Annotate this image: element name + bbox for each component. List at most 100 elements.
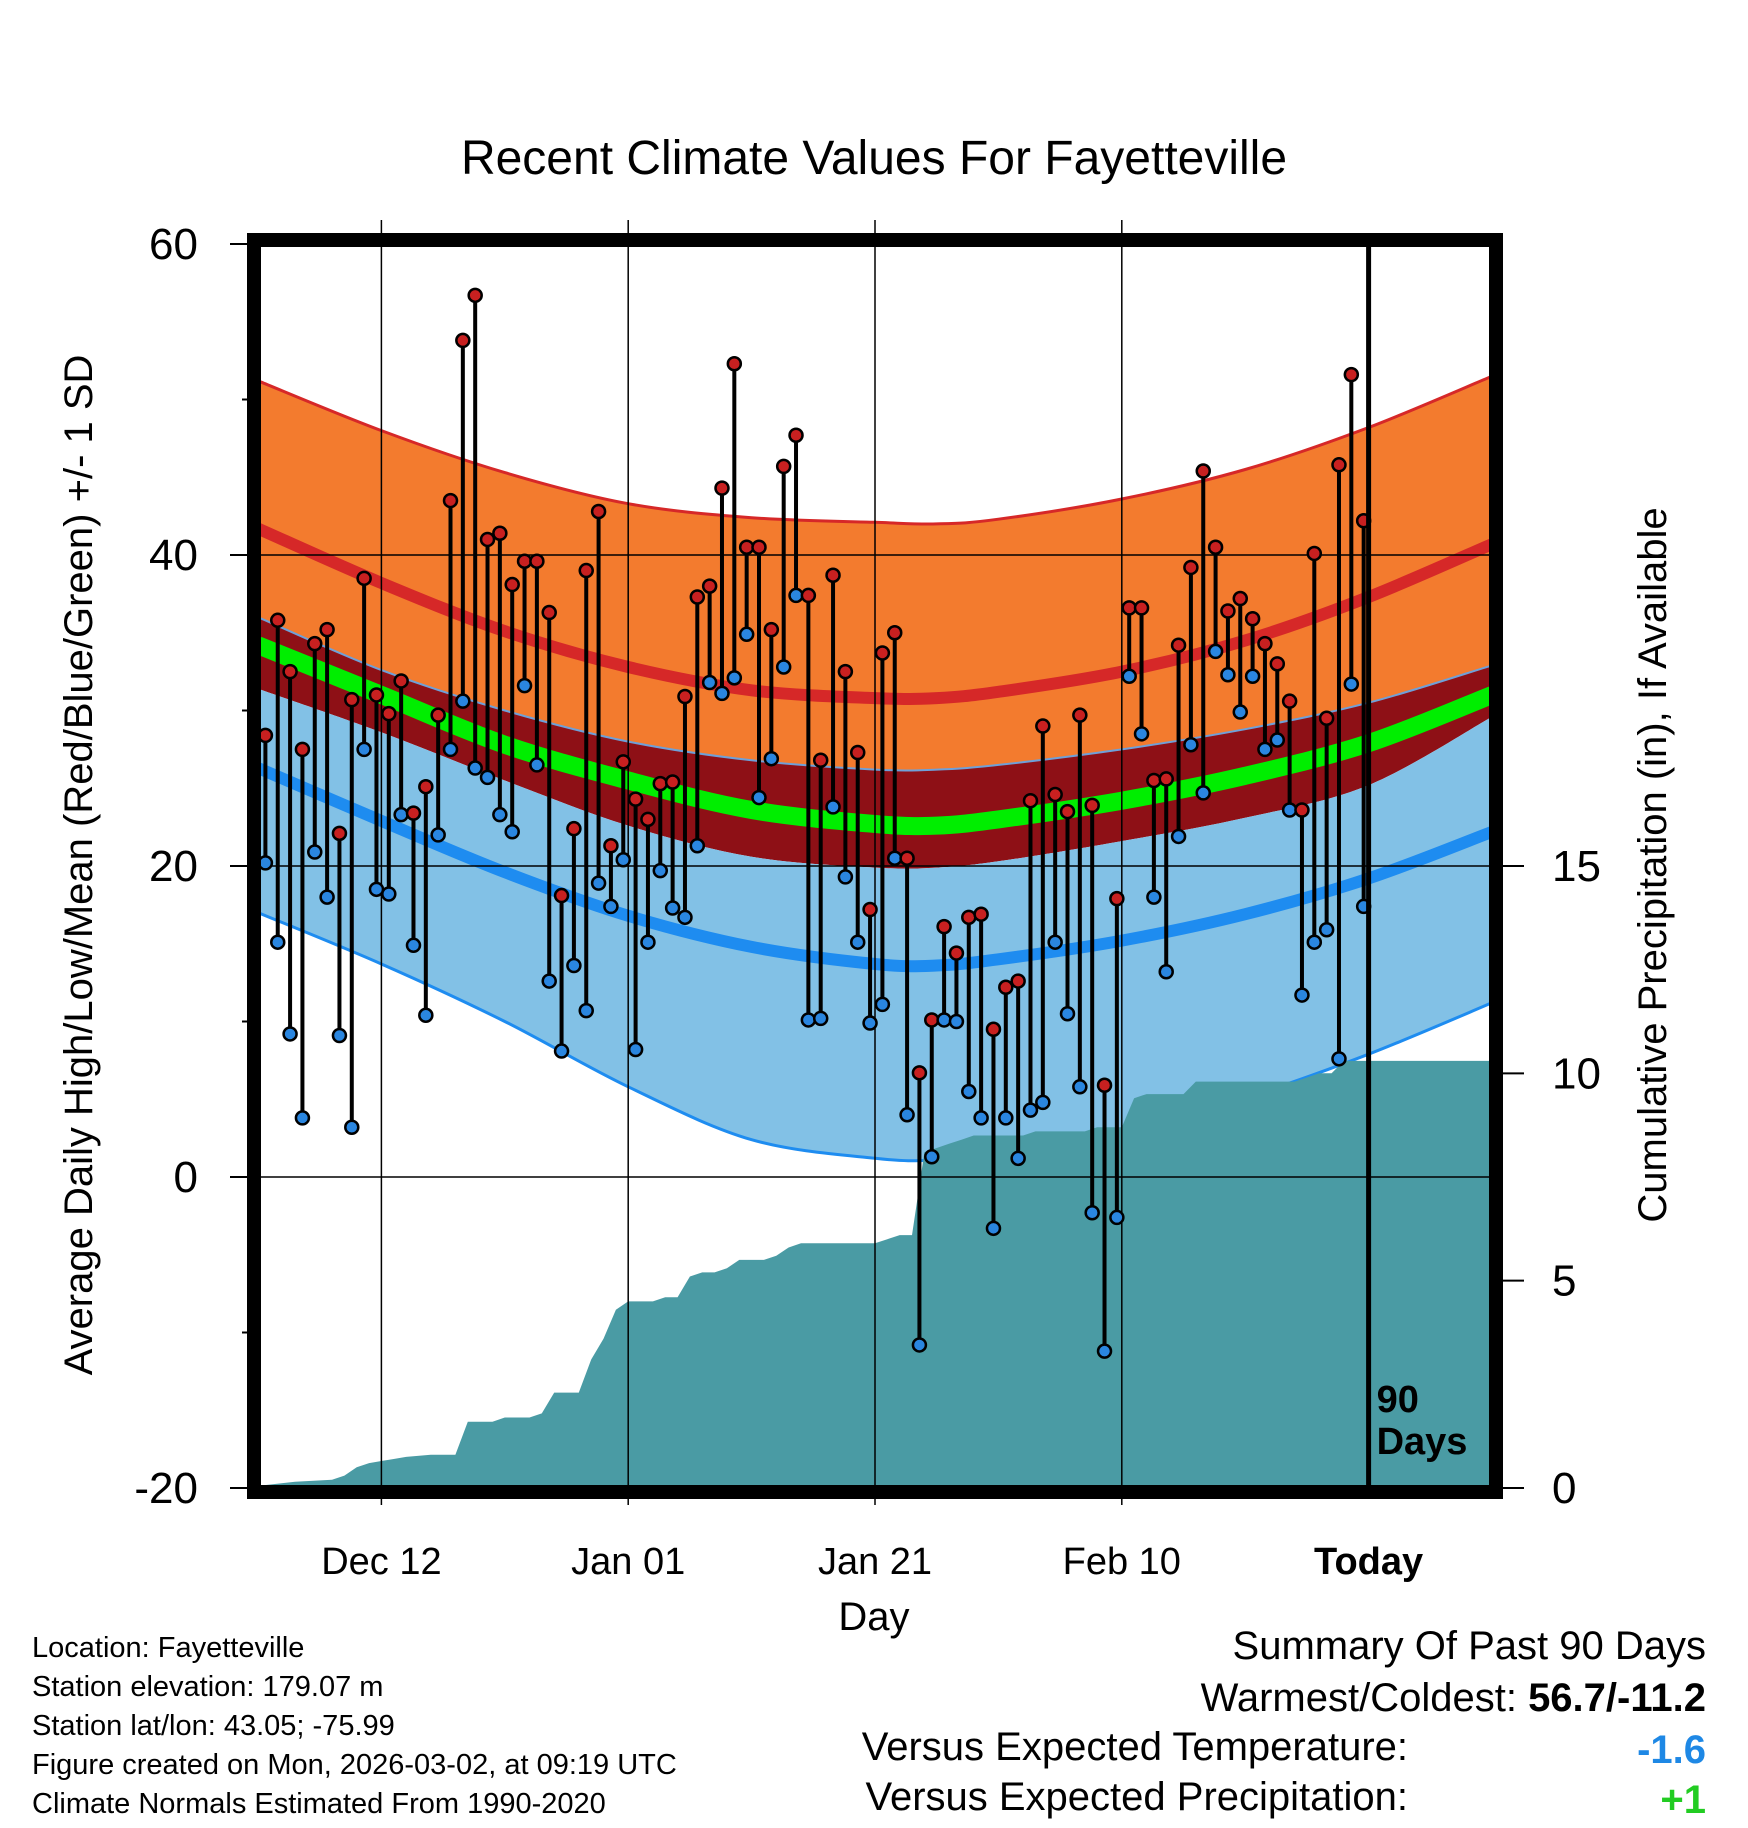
- daily-high-point: [269, 612, 286, 629]
- daily-high-point: [1244, 611, 1261, 627]
- y2-tick-label: 5: [1552, 1257, 1576, 1306]
- daily-low-point: [541, 973, 557, 989]
- y-tick-label: 60: [149, 220, 198, 269]
- daily-high-point: [1035, 718, 1051, 734]
- daily-low-point: [961, 1083, 977, 1100]
- daily-high-point: [1170, 637, 1187, 653]
- daily-low-point: [800, 1012, 817, 1028]
- daily-low-point: [812, 1010, 829, 1027]
- daily-low-point: [1158, 963, 1174, 980]
- daily-high-point: [578, 562, 594, 579]
- daily-low-point: [788, 587, 804, 604]
- daily-low-point: [998, 1110, 1014, 1126]
- plot-frame: [247, 233, 1503, 1499]
- daily-low-point: [874, 996, 891, 1013]
- daily-high-point: [738, 539, 755, 555]
- daily-low-point: [689, 838, 706, 854]
- daily-high-point: [1220, 603, 1236, 619]
- daily-low-point: [1269, 732, 1286, 748]
- daily-low-point: [640, 934, 656, 950]
- daily-high-point: [948, 945, 965, 961]
- daily-high-point: [430, 707, 446, 723]
- high-minus-sd-band: [258, 617, 1492, 869]
- summary-warmest-label: Warmest/Coldest:: [1200, 1676, 1529, 1720]
- daily-low-point: [726, 670, 743, 686]
- daily-low-point: [652, 862, 669, 879]
- y-tick-label: 0: [174, 1153, 198, 1202]
- daily-high-point: [381, 705, 397, 722]
- daily-high-point: [640, 811, 656, 828]
- daily-high-point: [1084, 797, 1100, 814]
- daily-high-point: [1306, 545, 1323, 562]
- daily-low-point: [825, 799, 841, 815]
- daily-low-point: [677, 909, 693, 926]
- daily-high-point: [1059, 803, 1076, 820]
- daily-low-point: [751, 789, 767, 806]
- daily-low-point: [553, 1043, 570, 1059]
- daily-high-point: [825, 567, 841, 583]
- info-location: Location: Fayetteville: [32, 1632, 305, 1664]
- info-latlon: Station lat/lon: 43.05; -75.99: [32, 1710, 395, 1742]
- daily-low-point: [738, 626, 755, 643]
- daily-high-point: [1158, 771, 1174, 787]
- daily-low-point: [849, 934, 866, 950]
- x-tick-label: Dec 12: [321, 1541, 441, 1583]
- daily-high-point: [677, 688, 693, 705]
- daily-low-point: [1195, 785, 1211, 801]
- daily-low-point: [331, 1027, 348, 1044]
- daily-low-point: [862, 1015, 878, 1031]
- daily-high-point: [331, 825, 348, 842]
- daily-high-point: [812, 752, 829, 769]
- daily-low-point: [319, 889, 335, 905]
- daily-low-point: [405, 937, 422, 954]
- daily-high-point: [529, 553, 545, 569]
- y2-axis-label: Cumulative Precipitation (in), If Availa…: [1631, 507, 1675, 1222]
- summary-precip-label: Versus Expected Precipitation:: [865, 1775, 1408, 1819]
- today-days-label: Days: [1377, 1421, 1468, 1463]
- daily-high-point: [800, 587, 817, 604]
- daily-high-point: [701, 578, 718, 594]
- x-tick-label: Jan 01: [571, 1541, 685, 1583]
- daily-low-point: [1035, 1094, 1051, 1111]
- daily-low-point: [886, 850, 903, 866]
- daily-low-point: [837, 869, 854, 885]
- daily-low-point: [775, 659, 792, 675]
- daily-low-point: [1170, 828, 1187, 845]
- daily-low-point: [590, 875, 607, 891]
- daily-low-point: [269, 934, 286, 950]
- summary-warmest-coldest: Warmest/Coldest: 56.7/-11.2: [1201, 1678, 1706, 1718]
- daily-high-point: [1109, 890, 1125, 907]
- daily-low-point: [430, 827, 446, 843]
- daily-low-point: [492, 806, 508, 823]
- daily-low-point: [664, 900, 681, 916]
- daily-high-point: [985, 1021, 1002, 1038]
- daily-high-point: [726, 355, 743, 372]
- daily-low-point: [467, 760, 483, 776]
- daily-low-point: [381, 886, 397, 902]
- chart-title: Recent Climate Values For Fayetteville: [461, 132, 1287, 185]
- daily-low-point: [1133, 726, 1150, 742]
- daily-high-point: [751, 539, 767, 555]
- daily-low-point: [1257, 741, 1273, 758]
- daily-low-point: [1059, 1005, 1076, 1022]
- daily-low-point: [356, 741, 372, 758]
- daily-low-point: [973, 1110, 989, 1126]
- daily-low-point: [1072, 1079, 1088, 1095]
- daily-low-point: [529, 757, 545, 773]
- daily-low-point: [1281, 802, 1298, 818]
- daily-low-point: [714, 685, 730, 702]
- y2-tick-label: 0: [1552, 1464, 1576, 1513]
- daily-low-point: [948, 1013, 965, 1030]
- daily-high-point: [418, 778, 434, 795]
- daily-low-point: [294, 1110, 311, 1126]
- daily-high-point: [998, 979, 1014, 996]
- daily-high-point: [849, 744, 866, 761]
- summary-temp-value: -1.6: [1637, 1728, 1706, 1772]
- daily-high-point: [504, 576, 520, 593]
- daily-high-point: [763, 621, 780, 638]
- daily-low-point: [603, 898, 619, 915]
- daily-low-point: [1343, 676, 1360, 692]
- y-axis-label: Average Daily High/Low/Mean (Red/Blue/Gr…: [57, 355, 101, 1376]
- daily-high-point: [961, 909, 977, 926]
- daily-low-point: [418, 1007, 434, 1024]
